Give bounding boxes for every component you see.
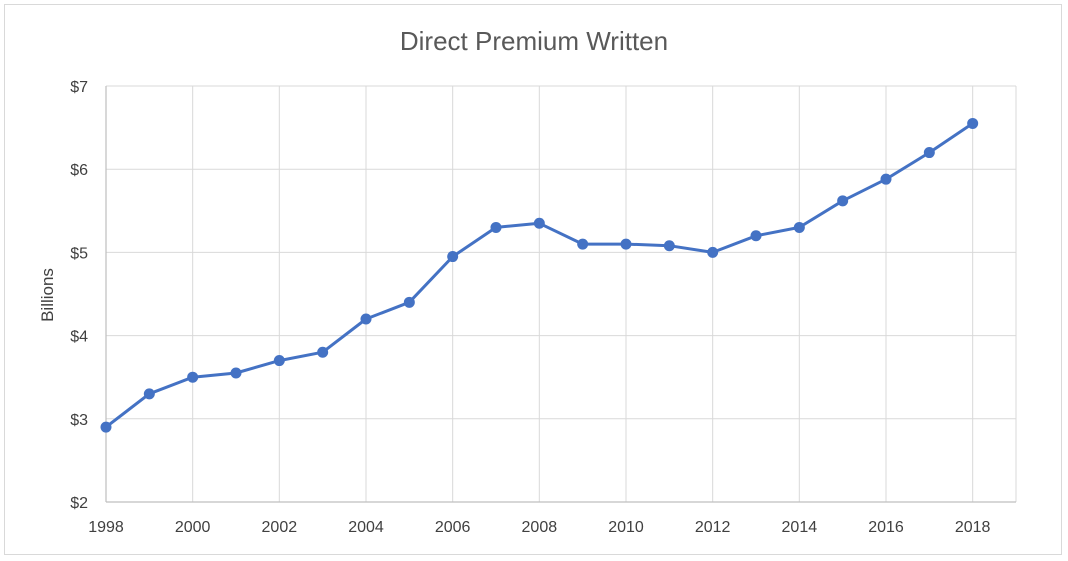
x-tick-label: 2004 (348, 519, 384, 536)
data-point (273, 355, 285, 367)
data-point (923, 147, 935, 159)
x-tick-label: 2018 (955, 519, 991, 536)
data-point (403, 296, 415, 308)
y-tick-label: $4 (70, 329, 88, 346)
data-point (793, 221, 805, 233)
data-point (230, 367, 242, 379)
axes (105, 86, 1016, 503)
data-point (360, 313, 372, 325)
x-tick-label: 1998 (88, 519, 124, 536)
data-point (143, 388, 155, 400)
data-point (620, 238, 632, 250)
x-tick-labels: 1998 2000 2002 2004 2006 2008 2010 2012 2014 2016… (88, 519, 990, 536)
x-tick-label: 2008 (522, 519, 558, 536)
data-point (490, 221, 502, 233)
x-tick-label: 2014 (782, 519, 818, 536)
y-axis-label: Billions (38, 268, 57, 322)
data-point (750, 230, 762, 242)
data-point (317, 346, 329, 358)
data-point (100, 421, 112, 433)
x-tick-label: 2012 (695, 519, 731, 536)
y-tick-label: $3 (70, 412, 88, 429)
y-tick-label: $6 (70, 162, 88, 179)
chart-title: Direct Premium Written (400, 26, 668, 56)
x-tick-label: 2016 (868, 519, 904, 536)
data-point (707, 246, 719, 258)
x-tick-label: 2010 (608, 519, 644, 536)
x-tick-label: 2006 (435, 519, 471, 536)
y-tick-label: $5 (70, 245, 88, 262)
x-tick-label: 2000 (175, 519, 211, 536)
data-point (880, 173, 892, 185)
x-tick-label: 2002 (262, 519, 298, 536)
data-point (663, 240, 675, 252)
data-point (447, 251, 459, 263)
gridlines (105, 85, 1017, 502)
y-tick-label: $7 (70, 79, 88, 96)
series-layer (100, 117, 979, 433)
data-point (577, 238, 589, 250)
y-tick-labels: $2 $3 $4 $5 $6 $7 (70, 79, 88, 512)
y-tick-label: $2 (70, 495, 88, 512)
data-point (187, 371, 199, 383)
data-point (533, 217, 545, 229)
data-point (837, 195, 849, 207)
data-point (967, 117, 979, 129)
